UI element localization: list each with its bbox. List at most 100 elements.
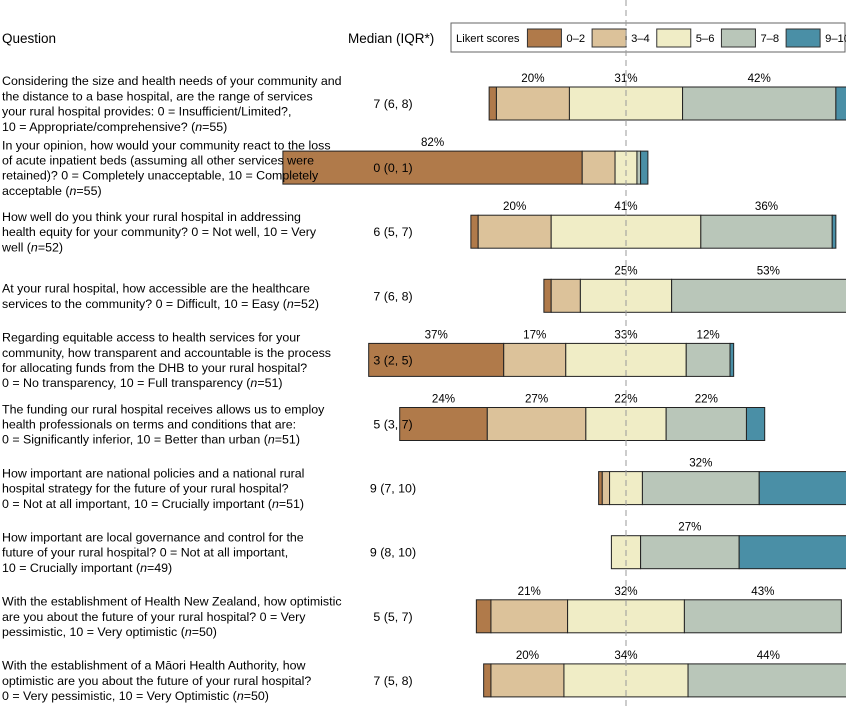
bar-segment: [665, 407, 747, 441]
legend-swatch: [720, 28, 756, 48]
question-line-text: In your opinion, how would your communit…: [2, 138, 331, 152]
legend-swatch: [526, 28, 562, 48]
n-value: =: [279, 497, 286, 511]
question-line-text: 0 = Not at all important, 10 = Crucially…: [2, 497, 273, 511]
n-close: ): [315, 297, 319, 311]
question-line-text: your rural hospital provides: 0 = Insuff…: [2, 105, 291, 119]
n-value: =: [244, 689, 251, 703]
sample-size: 55: [84, 184, 98, 198]
n-symbol: n: [272, 497, 279, 511]
bar-segment: [477, 214, 552, 249]
question-line: 0 = Not at all important, 10 = Crucially…: [2, 497, 304, 511]
median-value: 0 (0, 1): [373, 161, 412, 175]
question-text: Considering the size and health needs of…: [2, 74, 342, 134]
n-symbol: n: [268, 433, 275, 447]
bar-segment: [368, 342, 505, 377]
legend-label: 5–6: [696, 33, 715, 45]
question-line-text: are you about the future of your rural h…: [2, 610, 306, 624]
bar-segment: [738, 535, 846, 570]
question-text: In your opinion, how would your communit…: [2, 138, 331, 198]
bar-segment: [503, 342, 567, 377]
n-value: =: [257, 376, 264, 390]
question-line-text: pessimistic, 10 = Very optimistic (: [2, 625, 186, 639]
question-line-text: 10 = Appropriate/comprehensive? (: [2, 120, 196, 134]
percent-label: 27%: [525, 393, 548, 406]
question-line: At your rural hospital, how accessible a…: [2, 282, 310, 296]
n-symbol: n: [195, 120, 202, 134]
n-value: =: [76, 184, 83, 198]
n-close: ): [168, 561, 172, 575]
median-value: 7 (5, 8): [373, 674, 412, 688]
median-column-header: Median (IQR*): [348, 31, 434, 46]
question-line-text: Regarding equitable access to health ser…: [2, 331, 300, 345]
sample-size: 50: [199, 625, 213, 639]
question-line-text: How important are national policies and …: [2, 466, 304, 480]
question-line: 10 = Crucially important (n=49): [2, 561, 172, 575]
n-close: ): [97, 184, 101, 198]
median-value: 5 (3, 7): [373, 418, 412, 432]
percent-label: 22%: [695, 393, 718, 406]
question-line: The funding our rural hospital receives …: [2, 402, 325, 416]
n-close: ): [265, 689, 269, 703]
bar-segment: [685, 342, 731, 377]
median-value: 7 (6, 8): [373, 97, 412, 111]
n-symbol: n: [185, 625, 192, 639]
median-value: 9 (7, 10): [370, 482, 416, 496]
n-value: =: [147, 561, 154, 575]
question-line: Regarding equitable access to health ser…: [2, 331, 300, 345]
question-line-text: 0 = Significantly inferior, 10 = Better …: [2, 433, 269, 447]
question-text: How important are national policies and …: [2, 466, 304, 510]
question-line: health equity for your community? 0 = No…: [2, 225, 317, 239]
question-line: 10 = Appropriate/comprehensive? (n=55): [2, 120, 227, 134]
bar-segment: [700, 214, 833, 249]
question-column-header: Question: [2, 31, 56, 46]
n-value: =: [38, 240, 45, 254]
percent-label: 12%: [697, 328, 720, 341]
question-line: 0 = No transparency, 10 = Full transpare…: [2, 376, 283, 390]
question-line-text: well (: [1, 240, 32, 254]
median-value: 9 (8, 10): [370, 546, 416, 560]
question-line-text: How important are local governance and c…: [2, 531, 304, 545]
n-symbol: n: [250, 376, 257, 390]
legend-box: [450, 22, 846, 53]
bar-segment: [399, 407, 488, 441]
question-line: services to the community? 0 = Difficult…: [2, 297, 319, 311]
n-value: =: [275, 433, 282, 447]
legend-swatch: [656, 28, 692, 48]
legend-label: 0–2: [566, 33, 585, 45]
question-line-text: How well do you think your rural hospita…: [2, 210, 301, 224]
question-text: The funding our rural hospital receives …: [2, 402, 325, 446]
question-line-text: With the establishment of a Māori Health…: [2, 659, 306, 673]
percent-label: 20%: [503, 200, 526, 213]
bar-segment: [490, 599, 569, 634]
question-line: future of your rural hospital? 0 = Not a…: [2, 546, 288, 560]
question-text: With the establishment of Health New Zea…: [2, 595, 342, 639]
bar-segment: [687, 663, 846, 698]
question-line-text: At your rural hospital, how accessible a…: [2, 282, 310, 296]
question-line: How important are national policies and …: [2, 466, 304, 480]
question-line-text: 10 = Crucially important (: [2, 561, 141, 575]
question-line: 0 = Significantly inferior, 10 = Better …: [2, 433, 300, 447]
question-line: hospital strategy for the future of your…: [2, 482, 289, 496]
question-line: With the establishment of a Māori Health…: [2, 659, 306, 673]
bar-segment: [636, 150, 642, 185]
sample-size: 51: [265, 376, 279, 390]
n-close: ): [296, 433, 300, 447]
legend-label: 3–4: [631, 33, 650, 45]
median-value: 5 (5, 7): [373, 610, 412, 624]
question-line-text: optimistic are you about the future of y…: [2, 674, 311, 688]
median-value: 3 (2, 5): [373, 353, 412, 367]
bar-segment: [486, 407, 587, 441]
n-symbol: n: [140, 561, 147, 575]
n-symbol: n: [70, 184, 77, 198]
legend-label: 9–10: [825, 33, 846, 45]
bar-segment: [601, 471, 611, 506]
question-line-text: health equity for your community? 0 = No…: [2, 225, 317, 239]
bar-segment: [490, 663, 565, 698]
percent-label: 42%: [748, 72, 771, 85]
n-value: =: [294, 297, 301, 311]
percent-label: 20%: [516, 649, 539, 662]
bar-segment: [581, 150, 616, 185]
question-line-text: hospital strategy for the future of your…: [2, 482, 289, 496]
bar-segment: [831, 214, 837, 249]
